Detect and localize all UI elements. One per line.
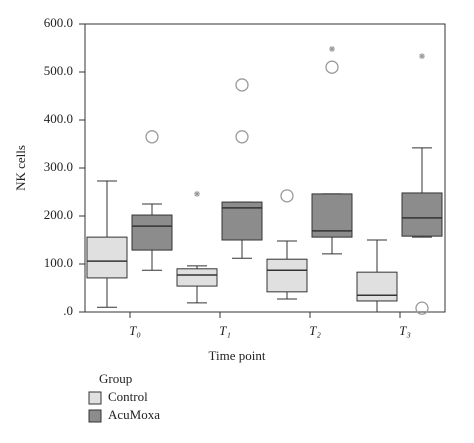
outlier bbox=[235, 78, 249, 92]
y-tick-label: 300.0 bbox=[44, 159, 73, 174]
outlier bbox=[325, 60, 339, 74]
outlier bbox=[415, 301, 429, 315]
extreme bbox=[194, 190, 200, 197]
legend-label: AcuMoxa bbox=[108, 407, 160, 422]
y-tick-label: .0 bbox=[63, 303, 73, 318]
box bbox=[131, 214, 173, 251]
y-tick-label: 500.0 bbox=[44, 63, 73, 78]
x-tick-label: T₀ bbox=[129, 323, 141, 338]
x-tick-label: T₃ bbox=[399, 323, 411, 338]
box bbox=[311, 193, 353, 238]
y-tick-label: 100.0 bbox=[44, 255, 73, 270]
x-axis-label: Time point bbox=[209, 348, 266, 363]
x-tick-label: T₂ bbox=[309, 323, 321, 338]
extreme bbox=[329, 45, 335, 52]
box bbox=[401, 192, 443, 237]
box bbox=[356, 271, 398, 302]
x-tick-label: T₁ bbox=[219, 323, 231, 338]
legend-title: Group bbox=[99, 371, 132, 386]
outlier bbox=[145, 130, 159, 144]
legend-label: Control bbox=[108, 389, 148, 404]
plot-frame bbox=[84, 23, 446, 313]
box bbox=[86, 236, 128, 279]
extreme bbox=[419, 53, 425, 60]
outlier bbox=[280, 189, 294, 203]
y-tick-label: 200.0 bbox=[44, 207, 73, 222]
box bbox=[266, 258, 308, 293]
legend-swatch bbox=[88, 391, 102, 405]
legend-swatch bbox=[88, 409, 102, 423]
outlier bbox=[235, 130, 249, 144]
y-tick-label: 600.0 bbox=[44, 15, 73, 30]
y-tick-label: 400.0 bbox=[44, 111, 73, 126]
y-axis-label: NK cells bbox=[13, 145, 28, 191]
box bbox=[176, 268, 218, 287]
